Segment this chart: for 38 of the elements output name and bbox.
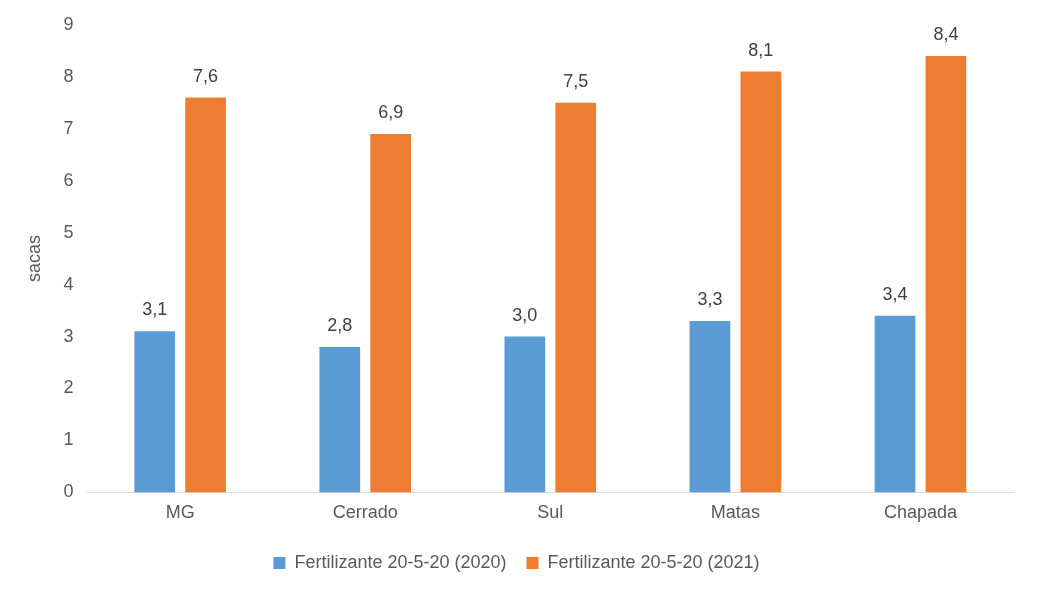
y-tick-label: 6 xyxy=(63,169,74,190)
bar xyxy=(874,315,916,493)
data-label: 8,1 xyxy=(748,39,774,60)
y-tick-label: 3 xyxy=(63,325,74,346)
y-tick-label: 0 xyxy=(63,481,74,502)
x-tick-label: Sul xyxy=(537,502,564,523)
x-tick-label: Matas xyxy=(710,502,760,523)
x-tick-label: MG xyxy=(165,502,195,523)
legend-label: Fertilizante 20-5-20 (2021) xyxy=(547,551,760,572)
bar xyxy=(689,320,731,493)
data-label: 3,3 xyxy=(697,288,723,309)
data-label: 7,6 xyxy=(193,65,219,86)
data-label: 2,8 xyxy=(327,314,353,335)
y-tick-label: 2 xyxy=(63,377,74,398)
bar xyxy=(319,346,361,493)
bar xyxy=(134,331,176,493)
y-tick-label: 9 xyxy=(63,13,74,34)
bar xyxy=(555,102,597,493)
data-label: 3,0 xyxy=(512,304,538,325)
data-label: 3,4 xyxy=(882,283,908,304)
legend-label: Fertilizante 20-5-20 (2020) xyxy=(294,551,507,572)
y-tick-label: 8 xyxy=(63,65,74,86)
bar xyxy=(925,55,967,493)
y-tick-label: 1 xyxy=(63,429,74,450)
y-tick-label: 4 xyxy=(63,273,74,294)
bar xyxy=(504,336,546,493)
y-axis-title: sacas xyxy=(23,235,44,283)
data-label: 8,4 xyxy=(933,23,959,44)
y-tick-label: 5 xyxy=(63,221,74,242)
x-tick-label: Cerrado xyxy=(332,502,398,523)
bar xyxy=(370,133,412,493)
bar xyxy=(740,71,782,493)
y-tick-label: 7 xyxy=(63,117,74,138)
data-label: 3,1 xyxy=(142,299,168,320)
bar xyxy=(185,97,226,493)
data-label: 7,5 xyxy=(563,70,589,91)
data-label: 6,9 xyxy=(378,101,404,122)
x-tick-label: Chapada xyxy=(883,502,958,523)
